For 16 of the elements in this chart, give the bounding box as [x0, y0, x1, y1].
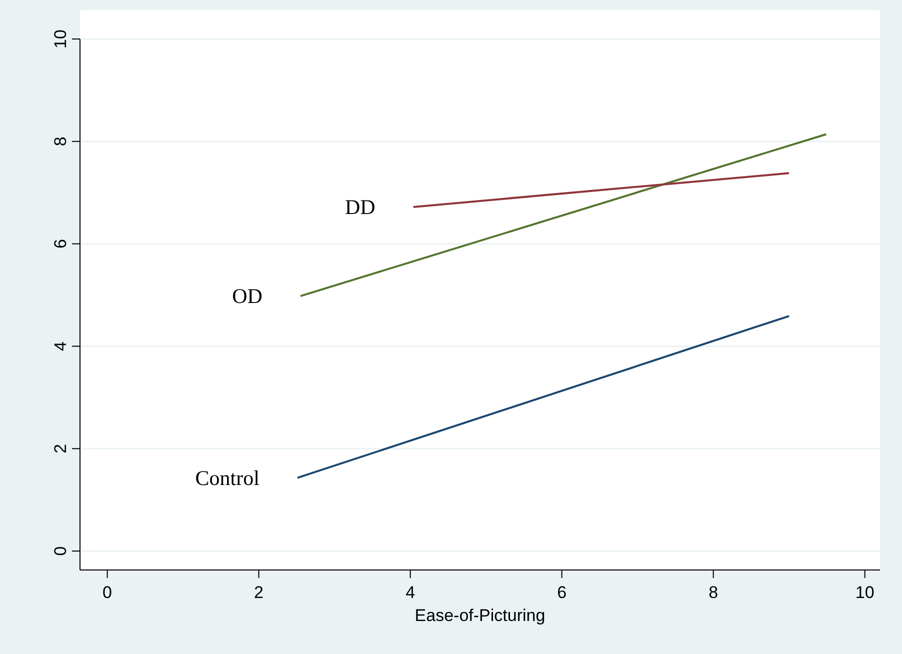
x-tick-label: 6	[557, 583, 567, 602]
y-tick-label: 6	[51, 239, 70, 249]
y-tick-label: 10	[51, 30, 70, 48]
y-tick-label: 2	[51, 444, 70, 454]
series-label: Control	[195, 466, 260, 490]
y-tick-label: 8	[51, 136, 70, 146]
series-label: DD	[344, 194, 376, 219]
x-tick-label: 8	[708, 583, 718, 602]
x-tick-label: 2	[254, 583, 264, 602]
y-tick-label: 4	[51, 342, 70, 351]
x-tick-label: 10	[855, 583, 874, 602]
y-tick-label: 0	[51, 546, 70, 556]
x-tick-label: 0	[102, 583, 112, 602]
series-label: OD	[232, 284, 262, 308]
x-tick-label: 4	[406, 583, 416, 602]
x-axis-title: Ease-of-Picturing	[414, 606, 546, 625]
